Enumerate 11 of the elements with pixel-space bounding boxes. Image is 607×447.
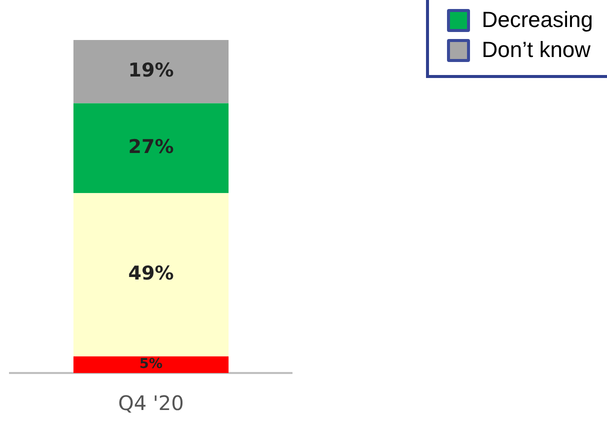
x-tick-label: Q4 '20	[118, 391, 184, 416]
legend-label: Decreasing	[482, 6, 593, 34]
legend-label: Don’t know	[482, 36, 591, 64]
data-label: 49%	[128, 262, 174, 285]
bar	[73, 193, 229, 356]
bar	[73, 103, 229, 194]
bar	[73, 40, 229, 104]
data-label: 27%	[128, 136, 174, 158]
data-label: 19%	[128, 60, 174, 82]
bar	[73, 356, 229, 373]
data-label: 5%	[139, 356, 163, 372]
